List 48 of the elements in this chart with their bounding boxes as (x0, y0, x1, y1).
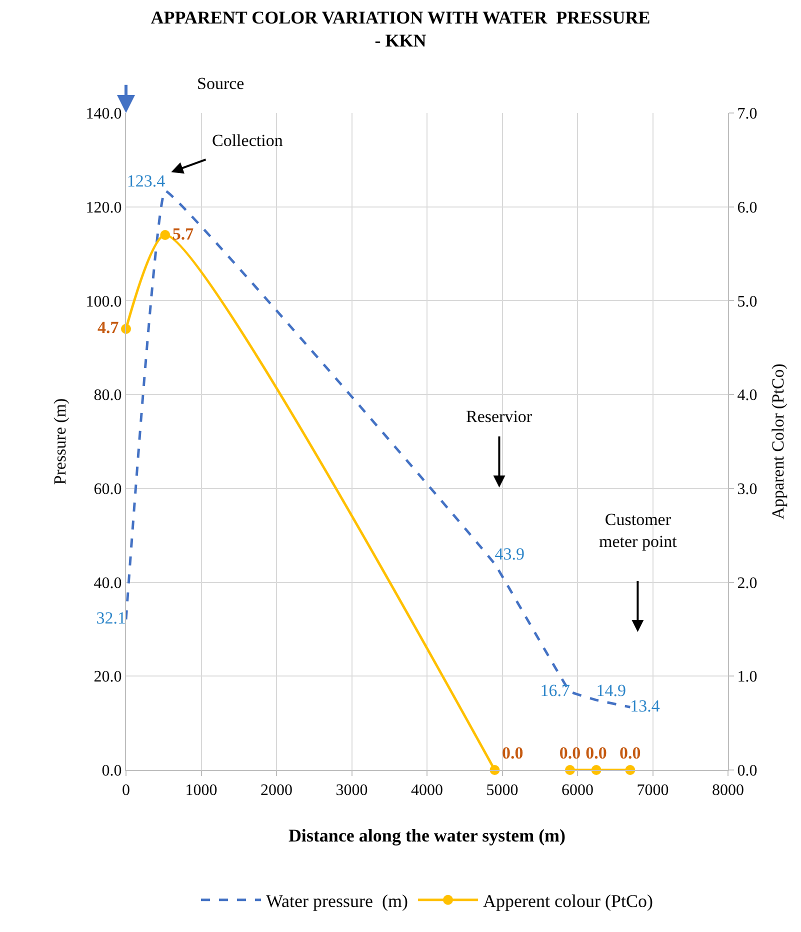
data-label: 13.4 (630, 696, 660, 716)
y-tick-label: 20.0 (94, 668, 122, 686)
data-label: 5.7 (172, 224, 194, 244)
x-tick-label: 7000 (636, 782, 669, 800)
x-tick-label: 5000 (486, 782, 518, 800)
y2-axis-title: Apparent Color (PtCo) (768, 364, 788, 520)
data-label: 0.0 (586, 744, 607, 762)
data-label: 4.7 (98, 318, 120, 338)
y2-tick-label: 5.0 (737, 293, 758, 310)
y-tick-label: 40.0 (94, 574, 122, 592)
y-axis-title: Pressure (m) (50, 398, 70, 485)
annotation: Reservior (466, 407, 532, 426)
x-tick-label: 8000 (712, 782, 744, 800)
annotation: Customer meter point (599, 510, 678, 552)
y-tick-label: 120.0 (86, 199, 122, 216)
data-label: 0.0 (620, 744, 641, 762)
x-tick-label: 3000 (336, 782, 368, 800)
y2-tick-label: 6.0 (737, 199, 758, 216)
x-tick-label: 0 (122, 782, 130, 800)
point (160, 230, 170, 240)
data-label: 0.0 (559, 744, 581, 762)
x-tick-label: 2000 (260, 782, 292, 800)
y-tick-label: 80.0 (94, 387, 122, 404)
chart-title: APPARENT COLOR VARIATION WITH WATER PRESSURE - KKN (150, 7, 650, 51)
data-label: 14.9 (596, 680, 626, 700)
y2-tick-label: 7.0 (737, 106, 758, 123)
y2-tick-label: 2.0 (737, 574, 758, 592)
y-tick-label: 0.0 (102, 762, 122, 780)
data-label: 32.1 (96, 608, 126, 628)
y2-tick-label: 1.0 (737, 668, 758, 686)
legend-label: Water pressure (m) (266, 890, 408, 911)
x-tick-label: 4000 (411, 782, 443, 800)
x-axis-title: Distance along the water system (m) (288, 825, 566, 846)
y2-tick-label: 0.0 (737, 762, 758, 780)
y2-tick-label: 4.0 (737, 387, 758, 404)
data-label: 123.4 (126, 172, 166, 191)
text: Source (197, 74, 244, 93)
x-tick-label: 6000 (562, 782, 594, 800)
data-label: 0.0 (502, 744, 524, 762)
y-tick-label: 100.0 (86, 293, 122, 310)
data-label: 43.9 (494, 544, 524, 564)
legend-label: Apperent colour (PtCo) (483, 890, 653, 911)
annotation: Collection (212, 131, 284, 150)
x-tick-label: 1000 (185, 782, 218, 800)
y2-tick-label: 3.0 (737, 481, 758, 498)
y-tick-label: 140.0 (86, 106, 122, 123)
y-tick-label: 60.0 (94, 481, 122, 498)
data-label: 16.7 (540, 680, 570, 700)
